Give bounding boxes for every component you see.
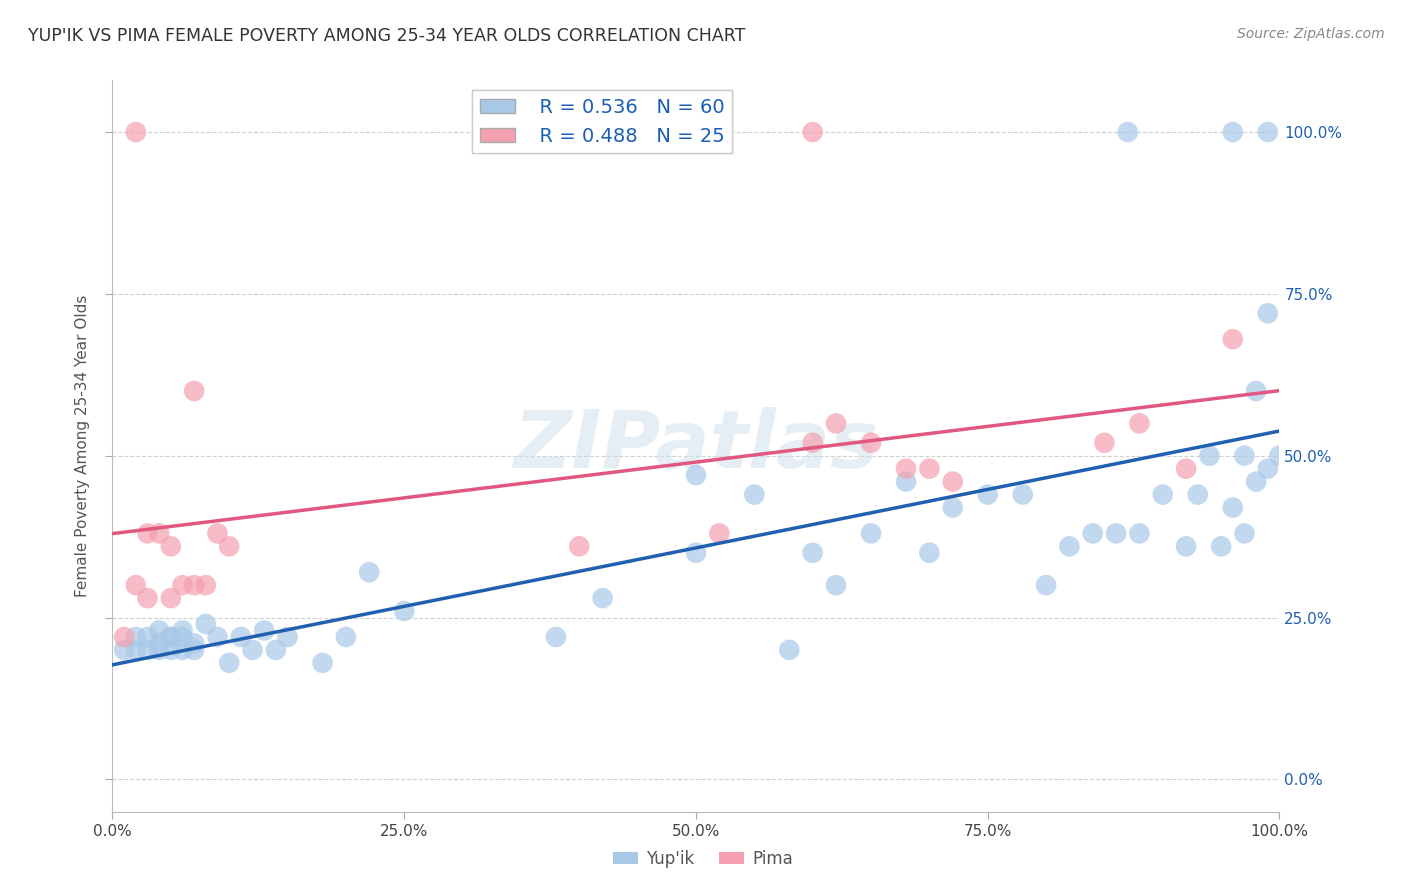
Point <box>1035 578 1057 592</box>
Point <box>1059 539 1081 553</box>
Point <box>311 656 333 670</box>
Point <box>1222 125 1244 139</box>
Point <box>685 546 707 560</box>
Point <box>335 630 357 644</box>
Point <box>1011 487 1033 501</box>
Text: Source: ZipAtlas.com: Source: ZipAtlas.com <box>1237 27 1385 41</box>
Point <box>125 630 148 644</box>
Point <box>172 578 194 592</box>
Point <box>568 539 591 553</box>
Point <box>778 643 800 657</box>
Point <box>1209 539 1232 553</box>
Point <box>801 435 824 450</box>
Point <box>1233 526 1256 541</box>
Point <box>172 630 194 644</box>
Text: ZIPatlas: ZIPatlas <box>513 407 879 485</box>
Legend:   R = 0.536   N = 60,   R = 0.488   N = 25: R = 0.536 N = 60, R = 0.488 N = 25 <box>472 90 733 153</box>
Point <box>942 500 965 515</box>
Point <box>1187 487 1209 501</box>
Point <box>125 125 148 139</box>
Point <box>1081 526 1104 541</box>
Point <box>112 630 135 644</box>
Point <box>1257 306 1279 320</box>
Point <box>183 643 205 657</box>
Point <box>859 526 883 541</box>
Point <box>894 461 917 475</box>
Point <box>194 578 217 592</box>
Point <box>218 656 240 670</box>
Point <box>136 643 159 657</box>
Point <box>1257 461 1279 475</box>
Point <box>160 591 183 606</box>
Point <box>242 643 264 657</box>
Point <box>218 539 240 553</box>
Point <box>801 125 824 139</box>
Point <box>918 461 941 475</box>
Point <box>148 636 170 650</box>
Point <box>229 630 252 644</box>
Point <box>1244 384 1267 398</box>
Point <box>544 630 567 644</box>
Point <box>136 630 159 644</box>
Point <box>148 624 170 638</box>
Point <box>253 624 276 638</box>
Point <box>894 475 917 489</box>
Point <box>183 578 205 592</box>
Point <box>160 630 183 644</box>
Legend: Yup'ik, Pima: Yup'ik, Pima <box>606 844 800 875</box>
Point <box>825 578 848 592</box>
Point <box>1152 487 1174 501</box>
Point <box>160 630 183 644</box>
Point <box>194 617 217 632</box>
Point <box>183 636 205 650</box>
Point <box>207 630 229 644</box>
Point <box>276 630 298 644</box>
Point <box>392 604 416 618</box>
Point <box>1175 539 1198 553</box>
Point <box>172 624 194 638</box>
Point <box>359 566 381 580</box>
Point <box>1105 526 1128 541</box>
Point <box>685 468 707 483</box>
Point <box>859 435 883 450</box>
Point <box>801 546 824 560</box>
Point <box>942 475 965 489</box>
Point <box>1268 449 1291 463</box>
Point <box>160 539 183 553</box>
Point <box>1233 449 1256 463</box>
Y-axis label: Female Poverty Among 25-34 Year Olds: Female Poverty Among 25-34 Year Olds <box>75 295 90 597</box>
Point <box>1128 417 1150 431</box>
Point <box>1198 449 1220 463</box>
Point <box>125 643 148 657</box>
Point <box>160 643 183 657</box>
Point <box>172 643 194 657</box>
Point <box>1222 500 1244 515</box>
Point <box>1244 475 1267 489</box>
Point <box>148 643 170 657</box>
Point <box>183 384 205 398</box>
Point <box>1128 526 1150 541</box>
Point <box>1092 435 1115 450</box>
Point <box>207 526 229 541</box>
Point <box>742 487 765 501</box>
Point <box>125 578 148 592</box>
Point <box>136 526 159 541</box>
Point <box>825 417 848 431</box>
Point <box>976 487 998 501</box>
Point <box>264 643 287 657</box>
Point <box>709 526 731 541</box>
Point <box>112 643 135 657</box>
Point <box>1116 125 1139 139</box>
Point <box>918 546 941 560</box>
Text: YUP'IK VS PIMA FEMALE POVERTY AMONG 25-34 YEAR OLDS CORRELATION CHART: YUP'IK VS PIMA FEMALE POVERTY AMONG 25-3… <box>28 27 745 45</box>
Point <box>1175 461 1198 475</box>
Point <box>136 591 159 606</box>
Point <box>1222 332 1244 346</box>
Point <box>148 526 170 541</box>
Point <box>1257 125 1279 139</box>
Point <box>592 591 614 606</box>
